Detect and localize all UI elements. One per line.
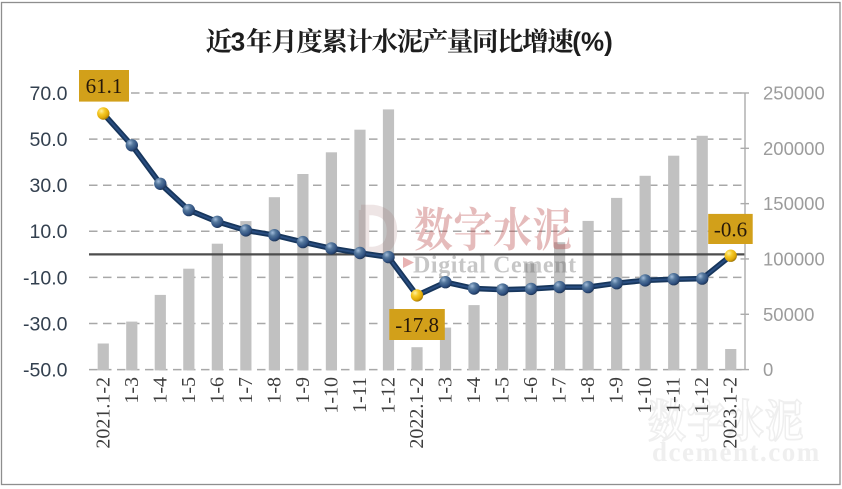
svg-text:150000: 150000 bbox=[763, 193, 825, 214]
svg-text:1-12: 1-12 bbox=[378, 377, 400, 414]
svg-text:100000: 100000 bbox=[763, 249, 825, 270]
svg-text:1-11: 1-11 bbox=[349, 377, 371, 413]
svg-text:1-6: 1-6 bbox=[520, 377, 542, 404]
svg-text:0: 0 bbox=[763, 359, 773, 380]
svg-text:-0.6: -0.6 bbox=[714, 217, 747, 241]
svg-text:3: 3 bbox=[231, 27, 245, 57]
svg-text:1-7: 1-7 bbox=[235, 377, 257, 404]
svg-text:-10.0: -10.0 bbox=[23, 267, 68, 289]
svg-text:1-3: 1-3 bbox=[435, 377, 457, 404]
svg-text:50000: 50000 bbox=[763, 304, 814, 325]
svg-text:61.1: 61.1 bbox=[86, 74, 123, 98]
svg-text:dcement.com: dcement.com bbox=[652, 437, 821, 467]
svg-text:1-10: 1-10 bbox=[320, 377, 342, 414]
svg-text:50.0: 50.0 bbox=[30, 129, 68, 151]
svg-text:-30.0: -30.0 bbox=[23, 313, 68, 335]
svg-text:1-5: 1-5 bbox=[178, 377, 200, 404]
svg-text:(%): (%) bbox=[572, 27, 612, 57]
svg-text:2023.1-2: 2023.1-2 bbox=[720, 377, 742, 449]
svg-text:1-3: 1-3 bbox=[121, 377, 143, 404]
svg-text:-50.0: -50.0 bbox=[23, 360, 68, 382]
svg-text:1-6: 1-6 bbox=[206, 377, 228, 404]
svg-text:Digital Cement: Digital Cement bbox=[413, 253, 577, 279]
svg-text:30.0: 30.0 bbox=[30, 175, 68, 197]
svg-text:200000: 200000 bbox=[763, 138, 825, 159]
svg-text:10.0: 10.0 bbox=[30, 221, 68, 243]
svg-text:-17.8: -17.8 bbox=[395, 313, 439, 337]
svg-text:1-4: 1-4 bbox=[149, 377, 171, 404]
svg-text:1-9: 1-9 bbox=[606, 377, 628, 404]
svg-text:1-12: 1-12 bbox=[691, 377, 713, 414]
svg-text:1-4: 1-4 bbox=[463, 377, 485, 404]
svg-text:1-9: 1-9 bbox=[292, 377, 314, 404]
svg-text:1-7: 1-7 bbox=[549, 377, 571, 404]
svg-text:1-11: 1-11 bbox=[663, 377, 685, 413]
svg-text:2021.1-2: 2021.1-2 bbox=[92, 377, 114, 449]
svg-text:1-8: 1-8 bbox=[577, 377, 599, 404]
svg-text:2022.1-2: 2022.1-2 bbox=[406, 377, 428, 449]
svg-text:70.0: 70.0 bbox=[30, 83, 68, 105]
svg-text:1-8: 1-8 bbox=[263, 377, 285, 404]
svg-text:1-10: 1-10 bbox=[634, 377, 656, 414]
svg-text:250000: 250000 bbox=[763, 83, 825, 104]
svg-text:1-5: 1-5 bbox=[492, 377, 514, 404]
